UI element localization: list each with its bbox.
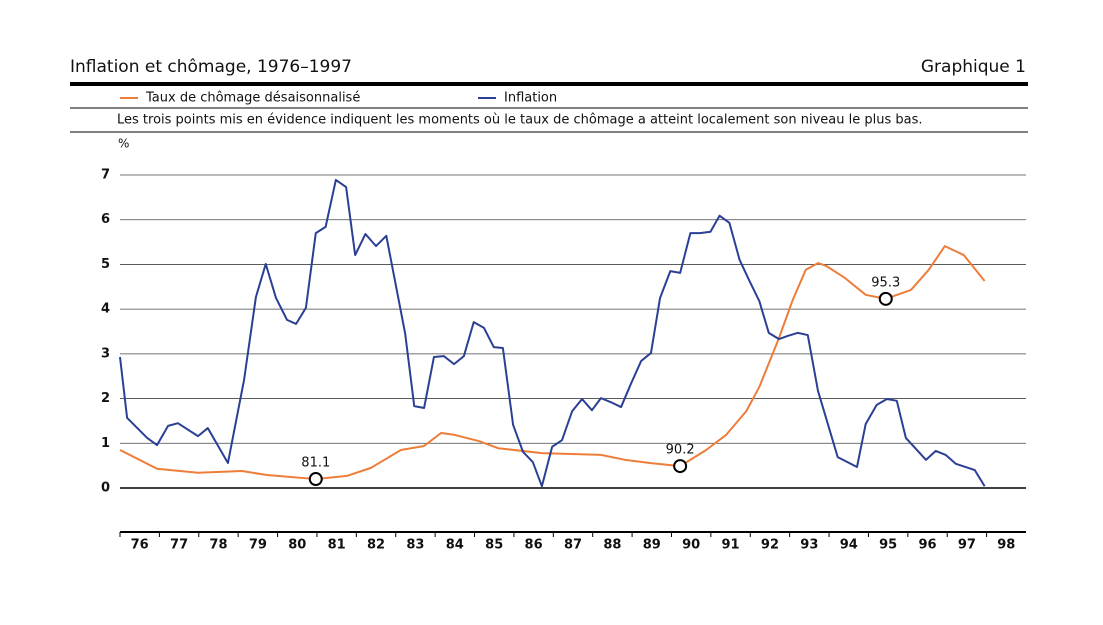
chart-label: Graphique 1 — [921, 57, 1026, 77]
annotation-label: 95.3 — [871, 275, 900, 290]
x-tick-label: 89 — [643, 538, 661, 553]
x-tick-label: 79 — [249, 538, 267, 553]
y-tick-label: 5 — [101, 257, 110, 272]
y-tick-label: 4 — [101, 302, 110, 317]
annotation-label: 81.1 — [301, 456, 330, 471]
y-tick-label: 0 — [101, 481, 110, 496]
x-tick-label: 82 — [367, 538, 385, 553]
x-tick-label: 78 — [209, 538, 227, 553]
x-tick-label: 85 — [485, 538, 503, 553]
x-tick-label: 77 — [170, 538, 188, 553]
chart-title: Inflation et chômage, 1976–1997 — [70, 57, 352, 77]
x-tick-label: 88 — [603, 538, 621, 553]
x-tick-label: 92 — [761, 538, 779, 553]
legend-label: Inflation — [504, 91, 557, 106]
x-tick-label: 93 — [800, 538, 818, 553]
x-tick-label: 96 — [918, 538, 936, 553]
x-tick-label: 90 — [682, 538, 700, 553]
y-tick-label: 2 — [101, 391, 110, 406]
series-line — [119, 178, 986, 488]
y-tick-label: 7 — [101, 168, 110, 183]
x-tick-label: 98 — [997, 538, 1015, 553]
annotation-marker — [878, 291, 893, 306]
x-tick-label: 91 — [722, 538, 740, 553]
note: Les trois points mis en évidence indique… — [117, 113, 922, 128]
x-tick-label: 95 — [879, 538, 897, 553]
x-tick-label: 94 — [840, 538, 858, 553]
x-tick-label: 81 — [328, 538, 346, 553]
series-line — [119, 245, 986, 481]
x-tick-label: 83 — [406, 538, 424, 553]
annotation-marker — [673, 459, 688, 474]
annotation-marker — [308, 472, 323, 487]
y-tick-label: 6 — [101, 212, 110, 227]
legend-label: Taux de chômage désaisonnalisé — [145, 91, 360, 106]
x-tick-label: 87 — [564, 538, 582, 553]
x-tick-label: 97 — [958, 538, 976, 553]
y-unit: % — [118, 137, 129, 151]
x-tick-label: 86 — [525, 538, 543, 553]
y-tick-label: 3 — [101, 346, 110, 361]
x-tick-label: 76 — [131, 538, 149, 553]
x-tick-label: 84 — [446, 538, 464, 553]
x-tick-label: 80 — [288, 538, 306, 553]
y-tick-label: 1 — [101, 436, 110, 451]
annotation-label: 90.2 — [666, 443, 695, 458]
